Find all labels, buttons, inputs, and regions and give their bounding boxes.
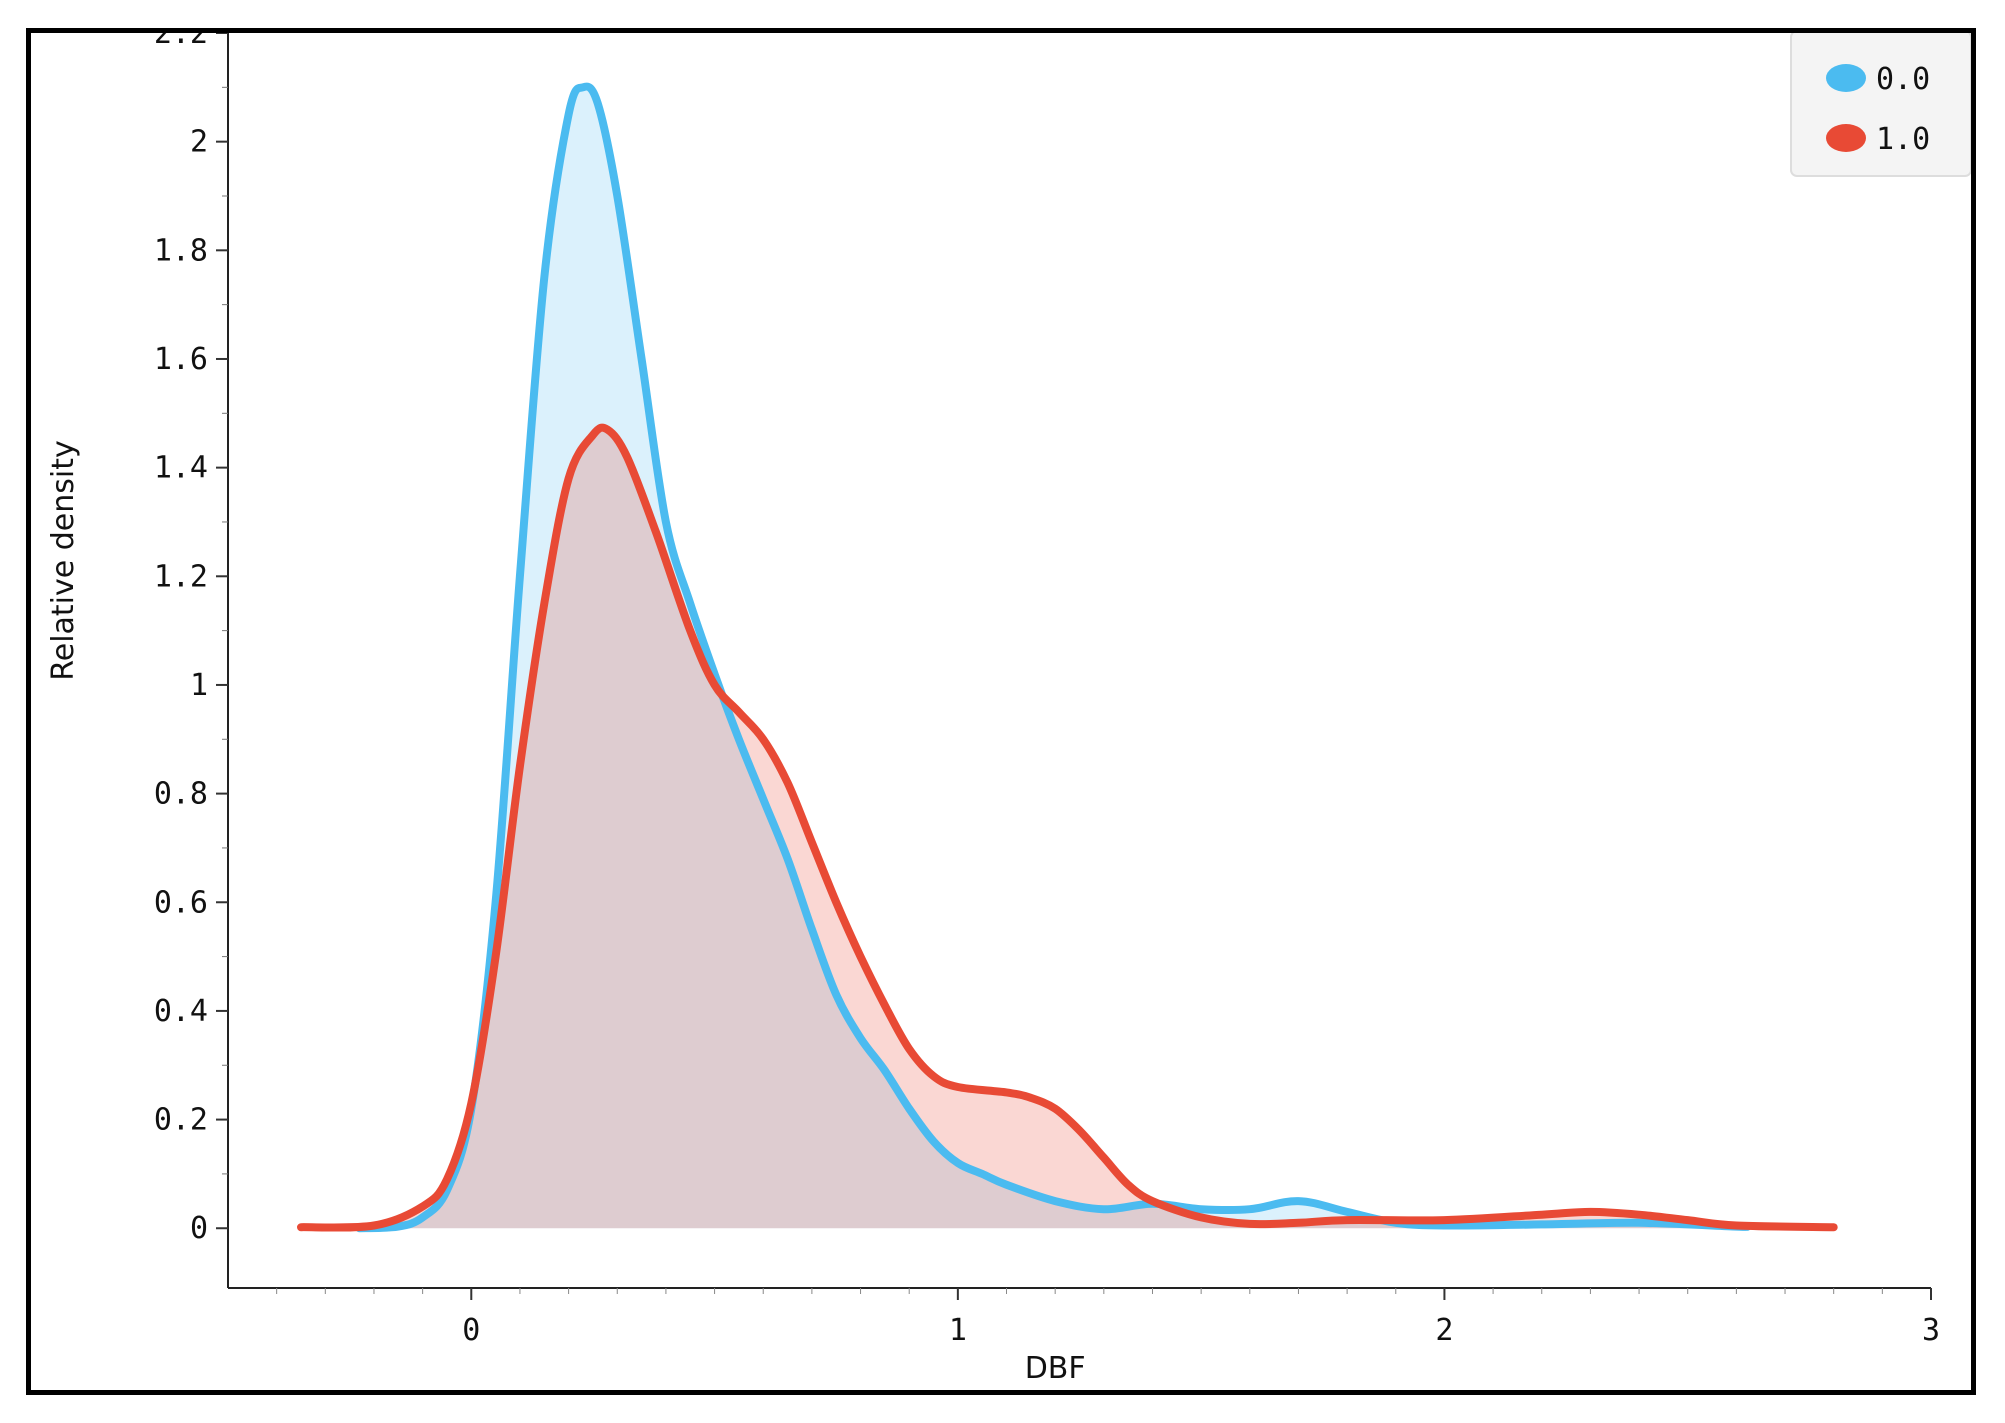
x-tick-label: 2: [1435, 1313, 1453, 1348]
y-tick-label: 1.2: [154, 559, 208, 594]
series-line-1.0: [297, 423, 1838, 1232]
density-chart: 0 0.2 0.4 0.6 0.8 1 1.2 1.4 1.6 1.8 2 2.2 0 1 2 3 DBF Rel…: [46, 33, 1971, 1386]
x-axis-title: DBF: [1025, 1351, 1086, 1386]
y-tick-label: 2.2: [154, 33, 208, 51]
y-tick-label: 0.8: [154, 777, 208, 812]
y-tick-label: 1.8: [154, 233, 208, 268]
series-area-1.0: [301, 427, 1834, 1229]
y-tick-label: 1.6: [154, 342, 208, 377]
y-tick-label: 0.4: [154, 994, 208, 1029]
y-axis-title: Relative density: [46, 440, 81, 681]
y-tick-label: 1: [190, 668, 208, 703]
x-tick-label: 1: [949, 1313, 967, 1348]
y-tick-label: 0.2: [154, 1103, 208, 1138]
y-tick-label: 0: [190, 1211, 208, 1246]
y-tick-label: 0.6: [154, 885, 208, 920]
x-tick-label: 0: [462, 1313, 480, 1348]
chart-frame: 0 0.2 0.4 0.6 0.8 1 1.2 1.4 1.6 1.8 2 2.2 0 1 2 3 DBF Rel…: [26, 28, 1976, 1395]
legend-label-0.0: 0.0: [1876, 62, 1930, 97]
series-line-0.0: [355, 82, 1752, 1233]
y-tick-label: 1.4: [154, 451, 208, 486]
legend-marker-1.0: [1826, 124, 1866, 152]
legend-label-1.0: 1.0: [1876, 122, 1930, 157]
legend-marker-0.0: [1826, 64, 1866, 92]
series-area-0.0: [359, 86, 1748, 1229]
x-tick-label: 3: [1922, 1313, 1940, 1348]
y-tick-label: 2: [190, 125, 208, 160]
